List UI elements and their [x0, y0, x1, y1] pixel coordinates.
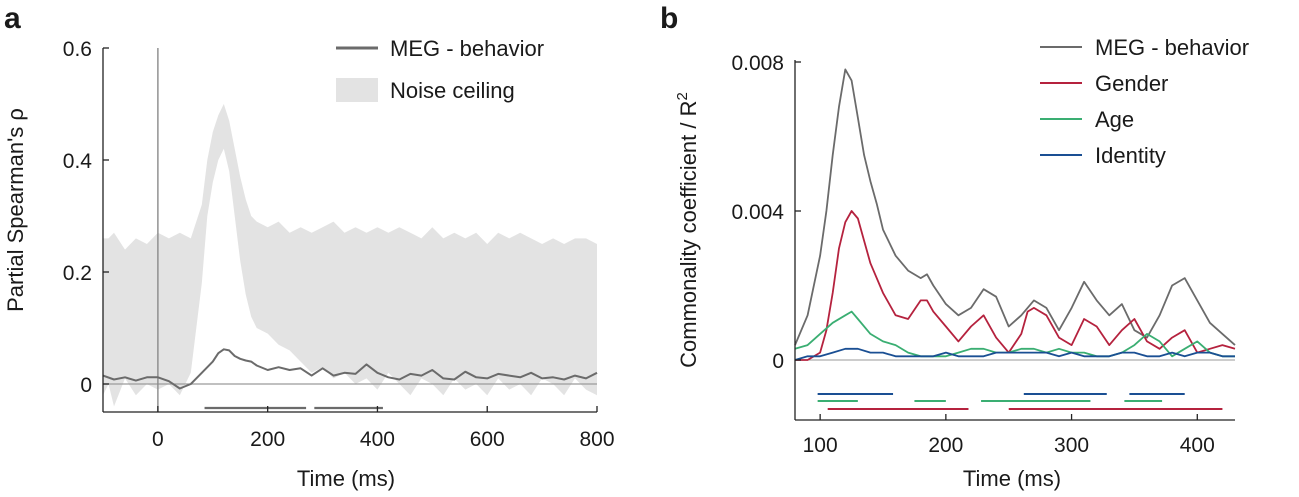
x-tick-label: 200 — [250, 428, 285, 451]
panel-b-ylabel: Commonality coefficient / R2 — [674, 92, 701, 368]
series-line-meg-behavior — [102, 348, 598, 390]
legend-label-identity: Identity — [1095, 143, 1166, 168]
x-tick-label-b: 200 — [928, 434, 963, 457]
y-tick-label-b: 0.004 — [731, 201, 784, 224]
x-tick-label-b: 100 — [803, 434, 838, 457]
legend-label-age: Age — [1095, 107, 1134, 132]
panel-b-legend: MEG - behavior Gender Age Identity — [1040, 35, 1249, 168]
panel-a-letter: a — [4, 2, 21, 35]
panel-a-xlabel: Time (ms) — [297, 466, 395, 491]
panel-a-ylabel: Partial Spearman's ρ — [3, 108, 28, 312]
legend-label-meg-behavior: MEG - behavior — [390, 36, 544, 61]
legend-label-meg-behavior-b: MEG - behavior — [1095, 35, 1249, 60]
series-line-meg-behavior — [794, 68, 1236, 346]
x-tick-label: 600 — [470, 428, 505, 451]
panel-b-chart: 100 200 300 400 0 0.004 0.008 — [731, 52, 1236, 457]
series-line-gender — [795, 210, 1236, 361]
y-tick-label: 0.4 — [63, 150, 93, 173]
series-line-identity — [794, 347, 1235, 361]
panel-a-legend: MEG - behavior Noise ceiling — [336, 36, 544, 103]
noise-ceiling-band — [103, 104, 597, 407]
y-tick-label: 0.2 — [63, 262, 92, 285]
legend-swatch-noise-ceiling — [336, 78, 378, 102]
legend-label-noise-ceiling: Noise ceiling — [390, 78, 515, 103]
legend-label-gender: Gender — [1095, 71, 1168, 96]
x-tick-label-b: 400 — [1180, 434, 1215, 457]
x-tick-label-b: 300 — [1054, 434, 1089, 457]
y-tick-label: 0.6 — [63, 38, 92, 61]
panel-b-letter: b — [660, 2, 678, 35]
panel-a-chart: 0 200 400 600 800 0 0.2 0.4 0.6 — [63, 38, 615, 451]
y-tick-label-b: 0.008 — [731, 52, 784, 75]
panel-b-ylabel-superscript: 2 — [674, 92, 691, 100]
x-tick-label: 400 — [360, 428, 395, 451]
panel-b-ylabel-main: Commonality coefficient / R — [676, 100, 701, 367]
y-tick-label-b: 0 — [772, 350, 784, 373]
y-tick-label: 0 — [80, 374, 92, 397]
x-tick-label: 800 — [579, 428, 614, 451]
panel-b-xlabel: Time (ms) — [963, 466, 1061, 491]
x-tick-label: 0 — [152, 428, 164, 451]
